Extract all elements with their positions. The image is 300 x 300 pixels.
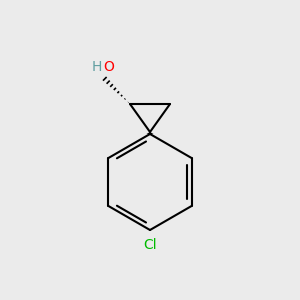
Text: H: H [92, 60, 102, 74]
Polygon shape [146, 132, 154, 134]
Text: O: O [103, 60, 114, 74]
Text: Cl: Cl [143, 238, 157, 252]
